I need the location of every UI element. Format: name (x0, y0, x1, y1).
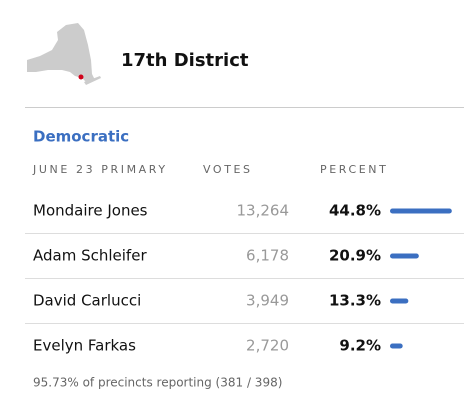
vote-count: 13,264 (237, 202, 290, 220)
column-header: VOTES (203, 163, 253, 176)
percent-bar (390, 253, 419, 259)
percent-bar (390, 298, 409, 304)
candidate-name: Mondaire Jones (33, 202, 148, 220)
candidate-name: David Carlucci (33, 292, 141, 310)
percent-label: 20.9% (329, 247, 381, 265)
column-header: PERCENT (320, 163, 388, 176)
candidate-name: Adam Schleifer (33, 247, 147, 265)
party-label: Democratic (33, 128, 129, 146)
percent-label: 44.8% (329, 202, 381, 220)
vote-count: 2,720 (246, 337, 289, 355)
footer-note: 95.73% of precincts reporting (381 / 398… (33, 376, 282, 390)
candidate-name: Evelyn Farkas (33, 337, 136, 355)
district-title: 17th District (121, 50, 249, 71)
percent-bar (390, 343, 403, 349)
percent-label: 13.3% (329, 292, 381, 310)
vote-count: 6,178 (246, 247, 289, 265)
column-header: JUNE 23 PRIMARY (32, 163, 168, 176)
vote-count: 3,949 (246, 292, 289, 310)
percent-label: 9.2% (339, 337, 381, 355)
percent-bar (390, 208, 452, 214)
state-map (27, 23, 101, 85)
